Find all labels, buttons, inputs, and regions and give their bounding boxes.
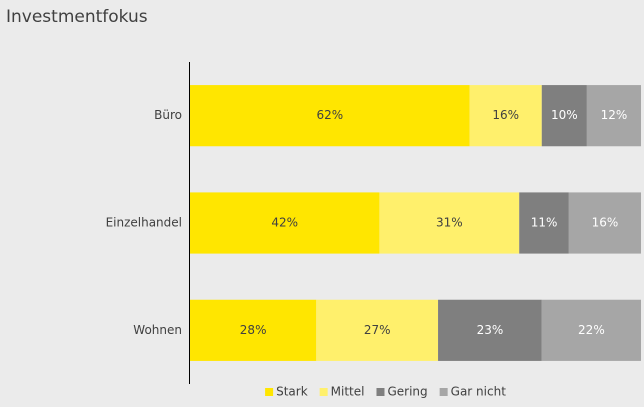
legend-swatch [319, 388, 328, 396]
data-label: 23% [477, 323, 504, 337]
bar-segment [541, 299, 641, 361]
data-label: 16% [492, 108, 519, 122]
legend-swatch [439, 388, 448, 396]
bar-segment [316, 299, 439, 361]
bar-segment [541, 85, 587, 147]
bar-segment [438, 299, 542, 361]
legend-label: Stark [276, 385, 308, 399]
data-label: 62% [316, 108, 343, 122]
bar-segment [190, 85, 470, 147]
data-label: 42% [271, 216, 298, 230]
bar-segment [519, 192, 569, 254]
data-label: 27% [364, 323, 391, 337]
bar-segment [586, 85, 641, 147]
legend-label: Gar nicht [451, 385, 507, 399]
data-label: 22% [578, 323, 605, 337]
data-label: 12% [601, 108, 628, 122]
legend-swatch [376, 388, 385, 396]
data-label: 31% [436, 216, 463, 230]
chart-title: Investmentfokus [6, 7, 148, 27]
data-label: 16% [592, 216, 619, 230]
y-tick-label: Wohnen [133, 323, 182, 337]
bar-segment [568, 192, 641, 254]
y-tick-label: Einzelhandel [106, 216, 182, 230]
bar-segment [190, 192, 380, 254]
legend-swatch [265, 388, 274, 396]
bar-segment [379, 192, 520, 254]
data-label: 11% [531, 216, 558, 230]
bar-segment [469, 85, 542, 147]
bar-segment [190, 299, 317, 361]
data-label: 28% [240, 323, 267, 337]
data-label: 10% [551, 108, 578, 122]
legend-label: Mittel [331, 385, 365, 399]
y-tick-label: Büro [154, 108, 182, 122]
legend-label: Gering [387, 385, 427, 399]
